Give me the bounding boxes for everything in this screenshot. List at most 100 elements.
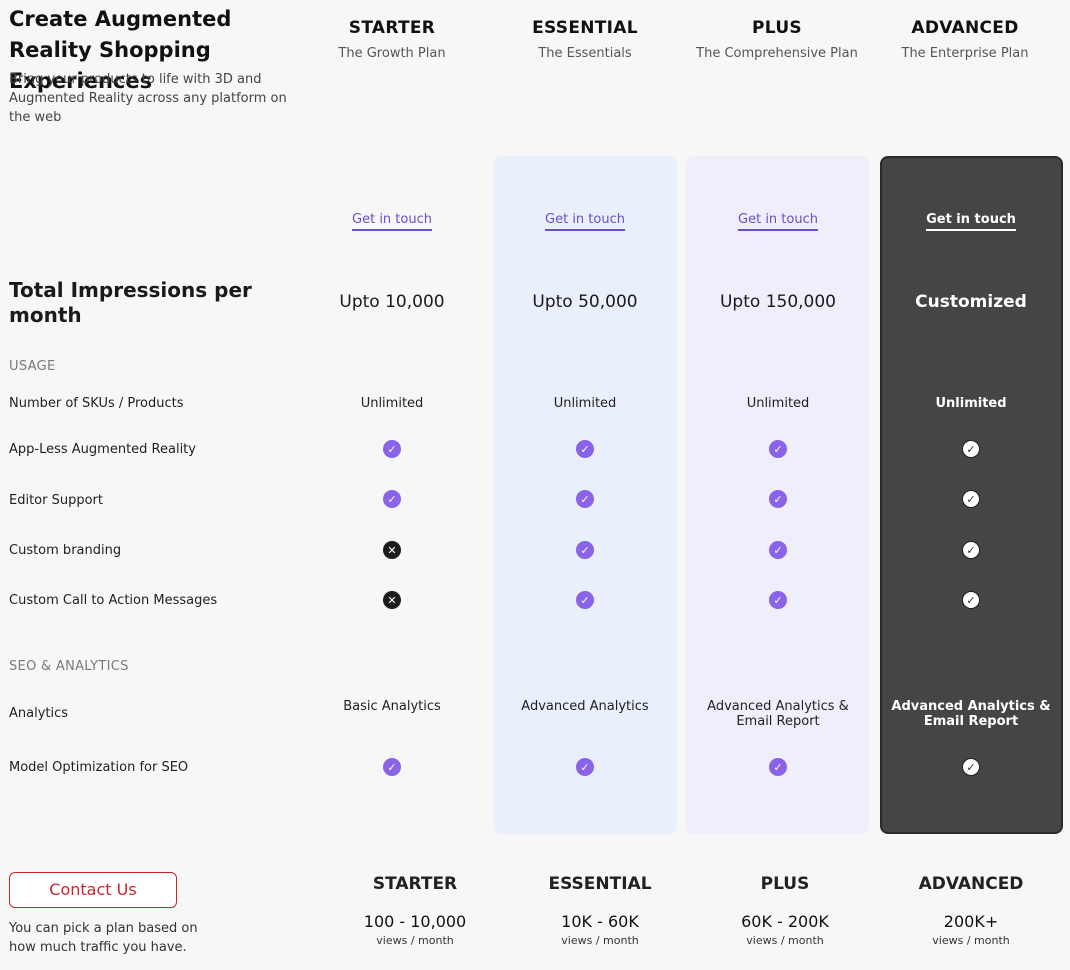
check-icon: ✓ [962,490,980,508]
impressions-label: Total Impressions per month [9,278,252,327]
cell-cta-messages-plus: ✓ [683,591,873,611]
section-label-seo: SEO & ANALYTICS [9,659,129,674]
check-icon: ✓ [769,440,787,458]
cell-cta-messages-essential: ✓ [490,591,680,611]
cell-seo-opt-plus: ✓ [683,758,873,778]
check-icon: ✓ [576,541,594,559]
check-icon: ✓ [769,758,787,776]
get-in-touch-link[interactable]: Get in touch [926,212,1016,231]
tier-essential: ESSENTIAL 10K - 60K views / month [505,874,695,947]
cta-plus: Get in touch [683,208,873,231]
cell-editor-plus: ✓ [683,490,873,510]
check-icon: ✓ [576,591,594,609]
plan-tagline: The Growth Plan [338,46,446,61]
page-subtitle: Bring your products to life with 3D and … [9,72,287,125]
cell-seo-opt-advanced: ✓ [876,758,1066,778]
check-icon: ✓ [962,591,980,609]
check-icon: ✓ [576,490,594,508]
cell-editor-advanced: ✓ [876,490,1066,510]
check-icon: ✓ [383,440,401,458]
plan-name: ADVANCED [911,18,1019,38]
check-icon: ✓ [769,591,787,609]
cell-appless-plus: ✓ [683,440,873,460]
plan-header-advanced: ADVANCED The Enterprise Plan [870,18,1060,61]
cell-skus-plus: Unlimited [746,396,810,411]
impressions-starter: Upto 10,000 [339,292,445,312]
tier-name: ADVANCED [918,874,1024,894]
tier-starter: STARTER 100 - 10,000 views / month [320,874,510,947]
tier-name: ESSENTIAL [548,874,652,894]
cell-skus-starter: Unlimited [360,396,424,411]
row-label-seo-opt: Model Optimization for SEO [9,760,189,775]
cell-editor-starter: ✓ [297,490,487,510]
check-icon: ✓ [962,758,980,776]
row-label-skus: Number of SKUs / Products [9,396,184,411]
plan-tagline: The Essentials [538,46,632,61]
tier-unit: views / month [376,934,454,947]
check-icon: ✓ [383,758,401,776]
plan-header-essential: ESSENTIAL The Essentials [490,18,680,61]
row-label-appless: App-Less Augmented Reality [9,442,196,457]
check-icon: ✓ [769,490,787,508]
check-icon: ✓ [962,541,980,559]
tier-advanced: ADVANCED 200K+ views / month [876,874,1066,947]
tier-range: 60K - 200K [741,912,829,931]
page-title: Create Augmented Reality Shopping Experi… [9,7,232,93]
plan-header-starter: STARTER The Growth Plan [297,18,487,61]
impressions-advanced: Customized [915,292,1027,312]
row-label-cta-messages: Custom Call to Action Messages [9,593,218,608]
plan-tagline: The Comprehensive Plan [696,46,858,61]
plan-name: PLUS [752,18,802,38]
cross-icon: ✕ [383,541,401,559]
tier-name: STARTER [372,874,458,894]
cell-seo-opt-essential: ✓ [490,758,680,778]
tier-plus: PLUS 60K - 200K views / month [690,874,880,947]
tier-unit: views / month [561,934,639,947]
cell-cta-messages-advanced: ✓ [876,591,1066,611]
contact-us-button[interactable]: Contact Us [9,872,177,908]
get-in-touch-link[interactable]: Get in touch [738,212,818,231]
cell-skus-advanced: Unlimited [935,396,1007,411]
cross-icon: ✕ [383,591,401,609]
cell-appless-advanced: ✓ [876,440,1066,460]
cell-appless-starter: ✓ [297,440,487,460]
cell-analytics-starter: Basic Analytics [343,699,441,714]
cell-analytics-essential: Advanced Analytics [521,699,649,714]
cta-advanced: Get in touch [876,208,1066,231]
row-label-branding: Custom branding [9,543,122,558]
cta-starter: Get in touch [297,208,487,231]
get-in-touch-link[interactable]: Get in touch [352,212,432,231]
cell-branding-plus: ✓ [683,541,873,561]
check-icon: ✓ [769,541,787,559]
cell-seo-opt-starter: ✓ [297,758,487,778]
plan-header-plus: PLUS The Comprehensive Plan [682,18,872,61]
check-icon: ✓ [576,440,594,458]
tier-unit: views / month [746,934,824,947]
section-label-usage: USAGE [9,359,56,374]
tier-range: 200K+ [943,912,999,931]
cell-branding-advanced: ✓ [876,541,1066,561]
tier-range: 10K - 60K [561,912,639,931]
get-in-touch-link[interactable]: Get in touch [545,212,625,231]
impressions-essential: Upto 50,000 [532,292,638,312]
cell-cta-messages-starter: ✕ [297,591,487,611]
cell-appless-essential: ✓ [490,440,680,460]
row-label-editor: Editor Support [9,493,103,508]
cell-skus-essential: Unlimited [553,396,617,411]
contact-note: You can pick a plan based on how much tr… [9,921,198,955]
check-icon: ✓ [576,758,594,776]
cta-essential: Get in touch [490,208,680,231]
cell-branding-starter: ✕ [297,541,487,561]
row-label-analytics: Analytics [9,706,69,721]
impressions-plus: Upto 150,000 [719,292,836,312]
cell-analytics-plus: Advanced Analytics & Email Report [707,699,849,729]
check-icon: ✓ [383,490,401,508]
check-icon: ✓ [962,440,980,458]
tier-range: 100 - 10,000 [363,912,467,931]
advanced-column-bg [880,156,1063,834]
plan-name: STARTER [348,18,436,38]
cell-analytics-advanced: Advanced Analytics & Email Report [891,699,1051,729]
tier-name: PLUS [760,874,810,894]
tier-unit: views / month [932,934,1010,947]
cell-editor-essential: ✓ [490,490,680,510]
